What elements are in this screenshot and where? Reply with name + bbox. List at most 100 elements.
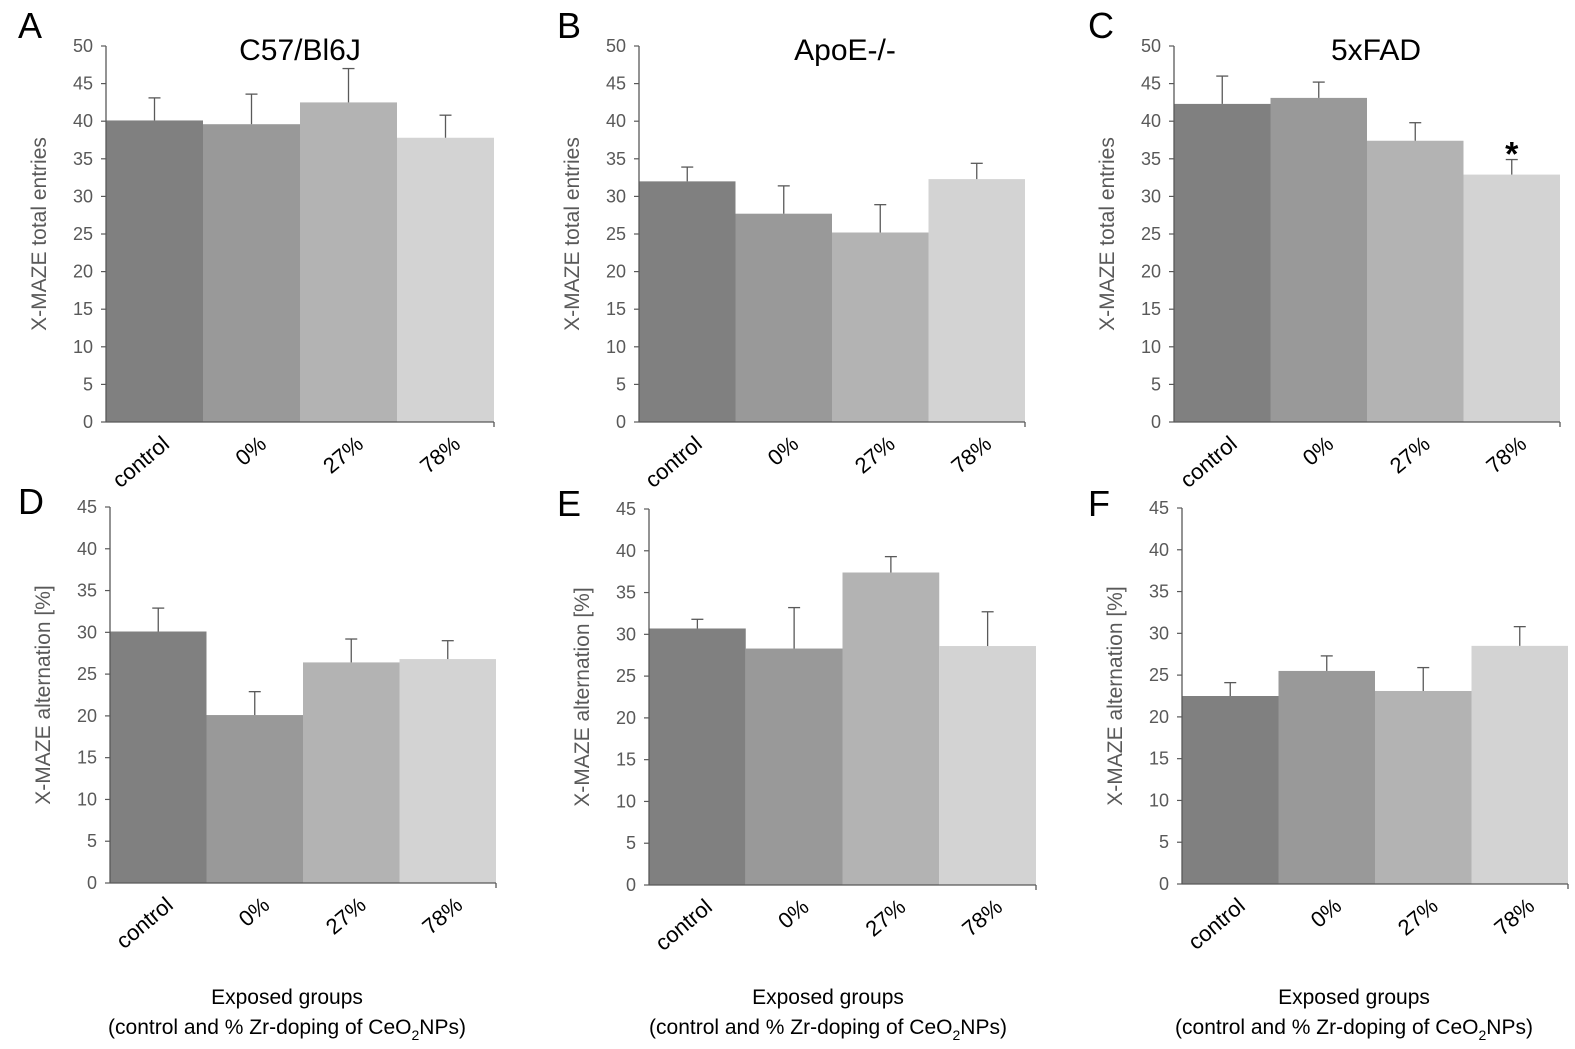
y-tick-label: 25 (77, 664, 97, 684)
bar-27% (1367, 140, 1464, 422)
x-tick-label: 27% (1385, 431, 1435, 478)
y-tick-label: 25 (73, 224, 93, 244)
x-axis-caption-e: Exposed groups (control and % Zr-doping … (649, 986, 1007, 1043)
bar-control (649, 628, 746, 885)
x-tick-label: 0% (1298, 431, 1338, 471)
y-tick-label: 45 (73, 74, 93, 94)
x-tick-label: 27% (1393, 893, 1443, 940)
x-tick-label: 78% (957, 894, 1007, 941)
y-tick-label: 10 (1149, 790, 1169, 810)
y-axis-label: X-MAZE total entries (1096, 137, 1119, 331)
panel-letter: E (557, 483, 581, 524)
y-tick-label: 20 (73, 262, 93, 282)
bar-control (1174, 103, 1271, 423)
bar-control (1182, 696, 1279, 884)
bar-control (110, 631, 207, 883)
bar-78% (928, 179, 1025, 422)
bar-78% (1471, 645, 1568, 884)
y-tick-label: 45 (77, 497, 97, 517)
y-tick-label: 40 (73, 111, 93, 131)
bar-27% (832, 232, 929, 422)
panel-letter: C (1088, 5, 1114, 46)
panel-a: A C57/Bl6J 0 5 10 15 20 25 30 35 40 45 50 control 0% 27… (18, 5, 495, 493)
x-tick-label: 78% (417, 892, 467, 939)
y-tick-label: 25 (1149, 665, 1169, 685)
panel-f: F 0 5 10 15 20 25 30 35 40 45 control 0% 27% 78% X-MAZE… (1088, 483, 1569, 955)
y-tick-label: 0 (83, 412, 93, 432)
panel-letter: F (1088, 483, 1110, 524)
y-tick-label: 15 (1149, 749, 1169, 769)
y-tick-label: 10 (606, 337, 626, 357)
panel-d: D 0 5 10 15 20 25 30 35 40 45 control 0% 27% 78% X-MAZE… (18, 481, 497, 954)
y-tick-label: 30 (1141, 186, 1161, 206)
y-tick-label: 40 (616, 541, 636, 561)
y-tick-label: 15 (1141, 299, 1161, 319)
x-caption-line1: Exposed groups (211, 986, 363, 1009)
bar-78% (939, 646, 1036, 885)
y-tick-label: 15 (73, 299, 93, 319)
y-tick-label: 30 (1149, 623, 1169, 643)
x-tick-label: 78% (415, 431, 465, 478)
bar-0% (735, 213, 832, 422)
y-axis-label: X-MAZE total entries (28, 137, 51, 331)
y-tick-label: 45 (1141, 74, 1161, 94)
y-tick-label: 5 (626, 833, 636, 853)
panel-letter: B (557, 5, 581, 46)
y-tick-label: 10 (77, 789, 97, 809)
y-axis-label: X-MAZE alternation [%] (32, 585, 55, 804)
y-tick-label: 0 (87, 873, 97, 893)
y-tick-label: 35 (616, 583, 636, 603)
y-tick-label: 15 (606, 299, 626, 319)
y-tick-label: 45 (616, 499, 636, 519)
bar-control (106, 120, 203, 422)
y-tick-label: 5 (1159, 832, 1169, 852)
bar-27% (300, 102, 397, 423)
y-tick-label: 40 (1149, 540, 1169, 560)
x-axis-caption-f: Exposed groups (control and % Zr-doping … (1175, 986, 1533, 1043)
y-tick-label: 20 (616, 708, 636, 728)
x-tick-label: 27% (850, 431, 900, 478)
y-tick-label: 5 (1151, 374, 1161, 394)
x-caption-line1: Exposed groups (1278, 986, 1430, 1009)
y-tick-label: 50 (1141, 36, 1161, 56)
x-tick-label: 0% (1306, 893, 1346, 933)
x-tick-label: 27% (321, 892, 371, 939)
y-tick-label: 50 (606, 36, 626, 56)
y-tick-label: 45 (606, 74, 626, 94)
chart-title: ApoE-/- (794, 34, 896, 67)
y-tick-label: 25 (606, 224, 626, 244)
x-tick-label: control (1183, 893, 1250, 955)
y-tick-label: 10 (73, 337, 93, 357)
chart-title: 5xFAD (1331, 34, 1421, 67)
y-tick-label: 40 (1141, 111, 1161, 131)
y-tick-label: 30 (606, 186, 626, 206)
y-tick-label: 5 (87, 831, 97, 851)
y-axis-label: X-MAZE alternation [%] (571, 587, 594, 806)
y-tick-label: 0 (1159, 874, 1169, 894)
x-caption-line2: (control and % Zr-doping of CeO2NPs) (108, 1016, 466, 1043)
x-caption-line2: (control and % Zr-doping of CeO2NPs) (1175, 1016, 1533, 1043)
y-tick-label: 30 (616, 624, 636, 644)
y-tick-label: 40 (606, 111, 626, 131)
x-tick-label: control (640, 431, 707, 493)
chart-title: C57/Bl6J (239, 34, 361, 67)
bar-0% (1270, 97, 1367, 422)
y-tick-label: 15 (616, 750, 636, 770)
bar-0% (745, 648, 843, 885)
y-tick-label: 25 (616, 666, 636, 686)
significance-marker: * (1505, 136, 1519, 174)
bar-0% (203, 124, 300, 422)
y-tick-label: 10 (616, 791, 636, 811)
bar-78% (1463, 174, 1560, 422)
y-tick-label: 5 (616, 374, 626, 394)
bar-27% (842, 572, 940, 885)
x-tick-label: control (650, 894, 717, 956)
x-tick-label: 0% (231, 431, 271, 471)
x-tick-label: 0% (234, 892, 274, 932)
x-tick-label: control (1175, 431, 1242, 493)
y-tick-label: 30 (73, 186, 93, 206)
y-tick-label: 25 (1141, 224, 1161, 244)
bar-27% (1375, 690, 1472, 884)
x-tick-label: 0% (763, 431, 803, 471)
